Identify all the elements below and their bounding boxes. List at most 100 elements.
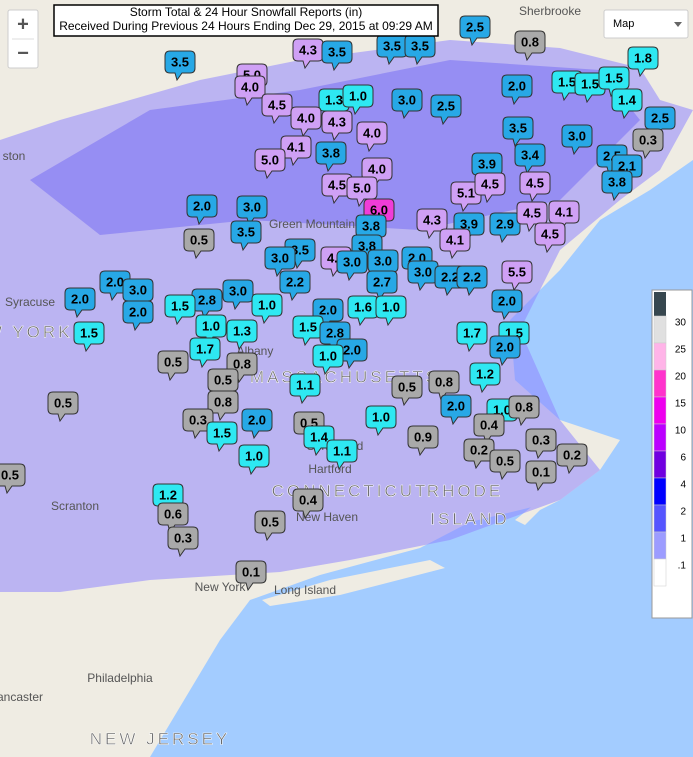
snow-report-marker[interactable]: 0.8 — [207, 390, 239, 422]
snow-report-marker[interactable]: 3.5 — [404, 34, 436, 66]
snow-report-marker[interactable]: 3.0 — [222, 279, 254, 311]
snow-report-marker[interactable]: 1.1 — [326, 439, 358, 471]
snow-report-marker[interactable]: 0.6 — [157, 502, 189, 534]
snow-report-marker[interactable]: 4.1 — [439, 228, 471, 260]
snow-report-marker[interactable]: 0.1 — [525, 460, 557, 492]
snow-report-marker[interactable]: 2.0 — [186, 194, 218, 226]
snow-report-marker[interactable]: 1.5 — [206, 421, 238, 453]
snow-report-marker[interactable]: 3.5 — [502, 116, 534, 148]
snow-report-marker[interactable]: 3.0 — [391, 88, 423, 120]
snow-report-marker[interactable]: 2.2 — [456, 265, 488, 297]
snow-report-marker[interactable]: 3.0 — [336, 250, 368, 282]
snow-report-marker[interactable]: 1.5 — [574, 72, 606, 104]
zoom-out[interactable]: − — [17, 42, 29, 64]
marker-value: 0.8 — [233, 356, 251, 371]
snow-report-marker[interactable]: 4.1 — [280, 135, 312, 167]
marker-pin — [627, 46, 659, 78]
map-type-box[interactable] — [603, 9, 689, 39]
snow-report-marker[interactable]: 0.4 — [473, 413, 505, 445]
marker-value: 4.5 — [541, 226, 559, 241]
snow-report-marker[interactable]: 0.8 — [514, 30, 546, 62]
snow-report-marker[interactable]: 3.4 — [514, 143, 546, 175]
snow-report-marker[interactable]: 1.0 — [251, 293, 283, 325]
snow-report-marker[interactable]: 3.0 — [561, 124, 593, 156]
snow-report-marker[interactable]: 1.6 — [347, 295, 379, 327]
snow-report-marker[interactable]: 3.5 — [321, 40, 353, 72]
snow-report-marker[interactable]: 1.0 — [238, 444, 270, 476]
snow-report-marker[interactable]: 2.2 — [279, 270, 311, 302]
snow-report-marker[interactable]: 2.0 — [241, 408, 273, 440]
snow-report-marker[interactable]: 4.5 — [534, 222, 566, 254]
marker-pin — [459, 15, 491, 47]
snow-report-marker[interactable]: 2.0 — [501, 74, 533, 106]
snow-report-marker[interactable]: 4.3 — [292, 38, 324, 70]
snow-report-marker[interactable]: 1.7 — [189, 337, 221, 369]
snow-report-marker[interactable]: 4.3 — [416, 208, 448, 240]
snow-report-marker[interactable]: 2.0 — [440, 394, 472, 426]
snow-report-marker[interactable]: 0.5 — [0, 463, 26, 495]
zoom-in[interactable]: + — [17, 13, 29, 35]
snow-report-marker[interactable]: 0.8 — [508, 395, 540, 427]
snow-report-marker[interactable]: 4.5 — [261, 93, 293, 125]
snow-report-marker[interactable]: 0.5 — [489, 449, 521, 481]
map-type-label[interactable]: Map — [613, 18, 634, 30]
snow-report-marker[interactable]: 0.2 — [463, 438, 495, 470]
snow-report-marker[interactable]: 1.0 — [342, 84, 374, 116]
snow-report-marker[interactable]: 0.8 — [428, 370, 460, 402]
snow-report-marker[interactable]: 4.0 — [356, 121, 388, 153]
snow-report-marker[interactable]: 4.3 — [321, 110, 353, 142]
snow-report-marker[interactable]: 2.7 — [366, 270, 398, 302]
snow-report-marker[interactable]: 0.3 — [182, 408, 214, 440]
snow-report-marker[interactable]: 0.5 — [254, 510, 286, 542]
snow-report-marker[interactable]: 3.5 — [230, 220, 262, 252]
snow-report-marker[interactable]: 1.1 — [289, 373, 321, 405]
marker-value: 2.0 — [498, 293, 516, 308]
snow-report-marker[interactable]: 3.0 — [407, 260, 439, 292]
snow-report-marker[interactable]: 1.0 — [365, 405, 397, 437]
snow-report-marker[interactable]: 0.3 — [167, 526, 199, 558]
snow-report-marker[interactable]: 2.0 — [336, 338, 368, 370]
snow-report-marker[interactable]: 3.5 — [164, 50, 196, 82]
snow-report-marker[interactable]: 1.0 — [375, 295, 407, 327]
snow-report-marker[interactable]: 0.2 — [556, 443, 588, 475]
snow-report-marker[interactable]: 5.0 — [254, 148, 286, 180]
snow-report-marker[interactable]: 1.5 — [164, 294, 196, 326]
snow-report-marker[interactable]: 1.5 — [73, 321, 105, 353]
snow-report-marker[interactable]: 3.8 — [315, 141, 347, 173]
snow-report-marker[interactable]: 2.0 — [64, 287, 96, 319]
map-type-control[interactable]: Map — [603, 9, 689, 39]
snow-report-marker[interactable]: 5.5 — [501, 260, 533, 292]
snow-report-marker[interactable]: 2.5 — [459, 15, 491, 47]
snow-report-marker[interactable]: 2.0 — [122, 300, 154, 332]
snow-report-marker[interactable]: 0.1 — [235, 560, 267, 592]
snow-report-marker[interactable]: 2.8 — [191, 288, 223, 320]
snow-report-marker[interactable]: 4.5 — [519, 171, 551, 203]
snow-report-marker[interactable]: 3.8 — [601, 170, 633, 202]
snow-report-marker[interactable]: 2.0 — [491, 289, 523, 321]
snow-report-marker[interactable]: 1.0 — [195, 314, 227, 346]
snow-report-marker[interactable]: 0.3 — [632, 128, 664, 160]
snow-report-marker[interactable]: 1.8 — [627, 46, 659, 78]
snow-report-marker[interactable]: 3.0 — [236, 195, 268, 227]
snow-report-marker[interactable]: 0.5 — [183, 228, 215, 260]
snow-report-marker[interactable]: 1.5 — [292, 315, 324, 347]
snow-report-marker[interactable]: 1.7 — [456, 321, 488, 353]
snow-report-marker[interactable]: 4.0 — [290, 106, 322, 138]
legend-label: 6 — [680, 453, 686, 464]
snow-report-marker[interactable]: 0.9 — [407, 425, 439, 457]
snow-report-marker[interactable]: 3.0 — [264, 246, 296, 278]
snow-report-marker[interactable]: 2.0 — [489, 335, 521, 367]
snow-report-marker[interactable]: 0.5 — [157, 350, 189, 382]
snow-report-marker[interactable]: 1.2 — [469, 362, 501, 394]
snow-report-marker[interactable]: 0.3 — [525, 428, 557, 460]
snow-report-marker[interactable]: 2.5 — [430, 94, 462, 126]
marker-pin — [321, 40, 353, 72]
snow-report-marker[interactable]: 4.0 — [234, 75, 266, 107]
snow-report-marker[interactable]: 0.5 — [391, 375, 423, 407]
snow-report-marker[interactable]: 1.0 — [312, 344, 344, 376]
snow-report-marker[interactable]: 4.5 — [474, 172, 506, 204]
snow-report-marker[interactable]: 1.4 — [611, 88, 643, 120]
snow-report-marker[interactable]: 0.4 — [292, 488, 324, 520]
snow-report-marker[interactable]: 0.5 — [47, 391, 79, 423]
snow-report-marker[interactable]: 1.3 — [226, 319, 258, 351]
